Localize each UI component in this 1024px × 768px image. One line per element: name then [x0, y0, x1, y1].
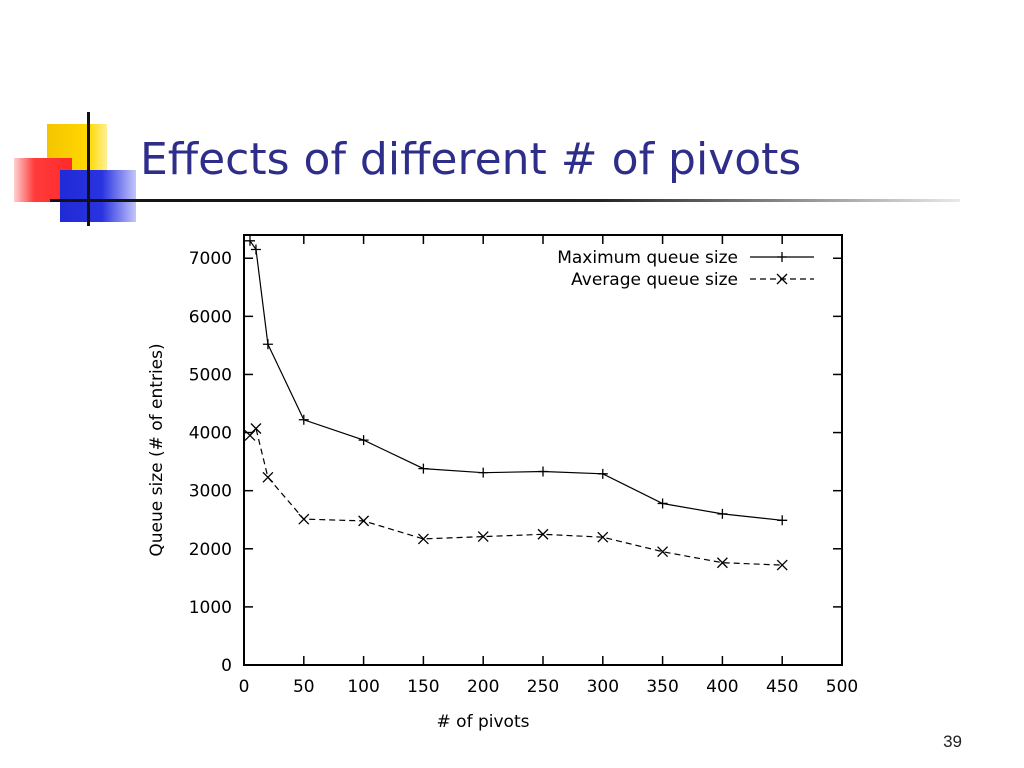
- data-point-series-2: [244, 430, 256, 441]
- y-tick-label: 6000: [189, 307, 232, 327]
- data-point-series-1: [538, 466, 548, 477]
- y-tick-label: 7000: [189, 249, 232, 269]
- x-tick-label: 400: [706, 677, 738, 697]
- y-tick-label: 5000: [189, 365, 232, 385]
- data-point-series-1: [418, 463, 429, 474]
- data-point-series-2: [716, 557, 728, 569]
- data-point-series-2: [537, 528, 549, 540]
- data-point-series-1: [244, 235, 255, 246]
- legend-label-1: Maximum queue size: [557, 248, 738, 268]
- y-tick-label: 0: [221, 656, 232, 676]
- data-point-series-1: [478, 467, 489, 478]
- slide-title: Effects of different # of pivots: [140, 134, 802, 185]
- data-point-series-1: [358, 435, 369, 446]
- data-point-series-1: [250, 244, 261, 255]
- data-point-series-1: [657, 498, 668, 509]
- y-tick-label: 4000: [189, 424, 232, 444]
- data-point-series-1: [597, 468, 608, 479]
- data-point-series-1: [717, 508, 728, 519]
- x-tick-label: 200: [467, 677, 499, 697]
- data-point-series-2: [477, 531, 489, 543]
- x-tick-label: 50: [293, 677, 315, 697]
- data-point-series-1: [298, 414, 309, 425]
- x-tick-label: 100: [347, 677, 379, 697]
- logo-blue-square: [60, 170, 136, 222]
- data-point-series-2: [262, 471, 274, 483]
- legend-marker-2: [776, 273, 788, 285]
- logo-vertical-line: [87, 112, 90, 226]
- data-point-series-1: [262, 339, 273, 350]
- data-point-series-2: [417, 533, 429, 545]
- x-tick-label: 0: [239, 677, 250, 697]
- x-tick-label: 150: [407, 677, 439, 697]
- plot-frame: [243, 234, 843, 666]
- y-axis-label: Queue size (# of entries): [147, 343, 167, 556]
- x-tick-label: 350: [646, 677, 678, 697]
- series-line-2: [249, 427, 783, 566]
- data-point-series-2: [597, 531, 609, 543]
- title-underline: [50, 199, 960, 202]
- y-tick-label: 3000: [189, 482, 232, 502]
- data-point-series-2: [657, 546, 669, 558]
- slide-number: 39: [943, 732, 962, 751]
- series-line-1: [249, 240, 783, 521]
- data-point-series-2: [358, 515, 370, 527]
- y-tick-label: 2000: [189, 540, 232, 560]
- y-tick-label: 1000: [189, 598, 232, 618]
- line-chart: 0 50 100 150 200 250 300 350 400 450 5000100020003…: [147, 234, 858, 731]
- data-point-series-1: [777, 515, 788, 526]
- legend-marker-1: [777, 252, 787, 262]
- data-point-series-2: [776, 559, 788, 571]
- x-axis-label: # of pivots: [437, 712, 530, 731]
- x-tick-label: 300: [587, 677, 619, 697]
- x-tick-label: 450: [766, 677, 798, 697]
- x-tick-label: 250: [527, 677, 559, 697]
- data-point-series-2: [250, 423, 262, 434]
- legend-label-2: Average queue size: [571, 270, 738, 290]
- x-tick-label: 500: [826, 677, 858, 697]
- data-point-series-2: [298, 513, 310, 525]
